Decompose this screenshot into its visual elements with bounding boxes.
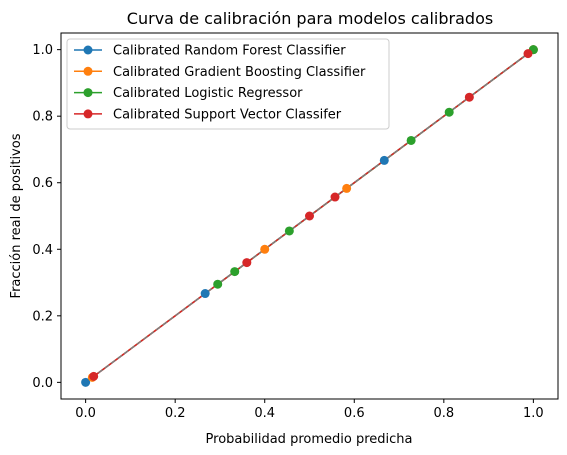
legend-label-0: Calibrated Random Forest Classifier xyxy=(113,44,346,59)
y-tick-label: 0.8 xyxy=(32,110,53,125)
reference-line xyxy=(85,49,534,383)
series-2-point xyxy=(213,279,223,289)
legend-marker-2 xyxy=(83,88,93,98)
series-0-point xyxy=(81,377,91,387)
y-tick-label: 0.6 xyxy=(32,176,53,191)
x-tick-label: 0.8 xyxy=(433,406,454,421)
axes-frame xyxy=(60,32,559,400)
x-tick-label: 0.4 xyxy=(254,406,275,421)
series-3-point xyxy=(330,192,340,202)
series-2-point xyxy=(406,135,416,145)
series-1-point xyxy=(342,183,352,193)
y-tick-label: 1.0 xyxy=(32,43,53,58)
series-3-point xyxy=(89,371,99,381)
y-tick-label: 0.4 xyxy=(32,243,53,258)
x-tick-label: 0.2 xyxy=(165,406,186,421)
series-2-point xyxy=(444,107,454,117)
series-1-point xyxy=(260,244,270,254)
series-0-point xyxy=(379,155,389,165)
x-tick-label: 0.0 xyxy=(75,406,96,421)
y-tick-label: 0.2 xyxy=(32,309,53,324)
series-0-point xyxy=(200,289,210,299)
chart-title: Curva de calibración para modelos calibr… xyxy=(127,9,493,28)
y-axis-title: Fracción real de positivos xyxy=(9,133,24,298)
series-2-point xyxy=(230,267,240,277)
series-3-point xyxy=(464,92,474,102)
legend-marker-0 xyxy=(83,45,93,55)
legend-label-3: Calibrated Support Vector Classifer xyxy=(113,107,342,122)
x-tick-label: 1.0 xyxy=(523,406,544,421)
series-3-point xyxy=(242,258,252,268)
legend-box xyxy=(66,38,390,130)
legend-label-2: Calibrated Logistic Regressor xyxy=(113,86,303,101)
legend-marker-3 xyxy=(83,109,93,119)
axis-ticks: 0.0 0.2 0.4 0.6 0.8 1.0 0.0 0.2 0.4 0.6 0.8 1.0 xyxy=(32,43,543,421)
y-tick-label: 0.0 xyxy=(32,376,53,391)
series-3-point xyxy=(305,211,314,221)
series-3-point xyxy=(523,49,533,59)
legend-marker-1 xyxy=(83,66,93,76)
legend: Calibrated Random Forest Classifier Calib… xyxy=(66,38,390,130)
legend-label-1: Calibrated Gradient Boosting Classifier xyxy=(113,65,366,80)
x-axis-title: Probabilidad promedio predicha xyxy=(206,432,413,447)
series-2-point xyxy=(284,226,294,236)
x-tick-label: 0.6 xyxy=(344,406,365,421)
plot-area xyxy=(81,45,538,387)
